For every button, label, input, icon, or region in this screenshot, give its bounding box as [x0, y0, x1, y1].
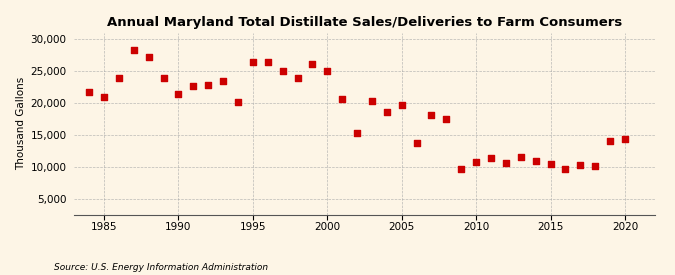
Point [590, 164, 601, 168]
Point [218, 79, 229, 83]
Point [352, 131, 362, 135]
Point [560, 166, 571, 171]
Point [292, 75, 303, 80]
Point [173, 91, 184, 96]
Point [158, 75, 169, 80]
Point [188, 84, 198, 88]
Point [441, 117, 452, 121]
Y-axis label: Thousand Gallons: Thousand Gallons [16, 77, 26, 170]
Point [143, 55, 154, 59]
Point [396, 103, 407, 107]
Point [337, 97, 348, 101]
Point [426, 112, 437, 117]
Text: Source: U.S. Energy Information Administration: Source: U.S. Energy Information Administ… [54, 263, 268, 272]
Point [113, 76, 124, 80]
Point [456, 167, 466, 172]
Point [470, 160, 481, 164]
Point [575, 163, 586, 168]
Point [381, 110, 392, 114]
Point [99, 95, 109, 99]
Point [516, 154, 526, 159]
Point [277, 69, 288, 73]
Point [307, 61, 318, 66]
Point [263, 60, 273, 65]
Point [322, 69, 333, 73]
Point [500, 161, 511, 165]
Point [84, 90, 95, 94]
Point [485, 156, 496, 160]
Point [248, 59, 259, 64]
Point [531, 159, 541, 163]
Point [233, 100, 244, 104]
Point [128, 47, 139, 52]
Title: Annual Maryland Total Distillate Sales/Deliveries to Farm Consumers: Annual Maryland Total Distillate Sales/D… [107, 16, 622, 29]
Point [620, 137, 630, 142]
Point [202, 83, 213, 87]
Point [367, 98, 377, 103]
Point [545, 161, 556, 166]
Point [605, 139, 616, 144]
Point [411, 140, 422, 145]
